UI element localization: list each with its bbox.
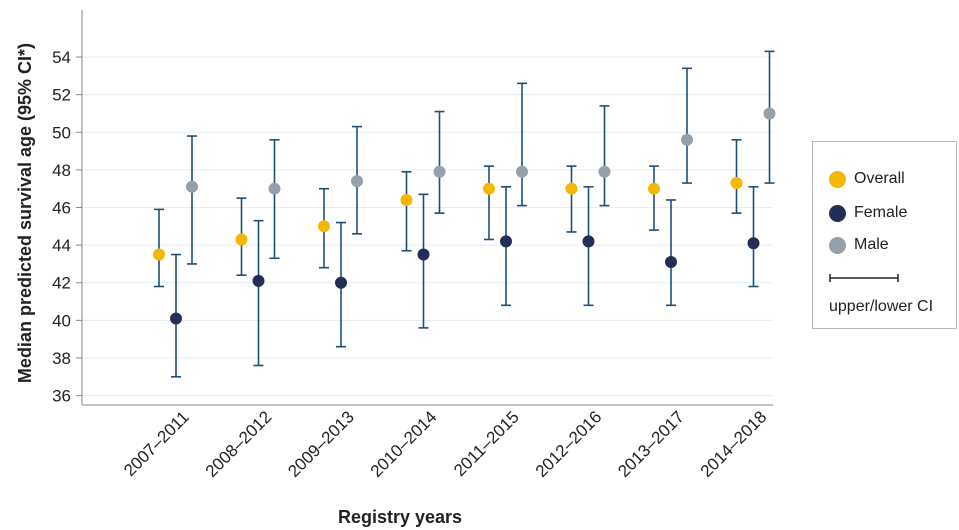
- y-tick-label: 52: [52, 86, 71, 105]
- legend-item-female: Female: [829, 203, 907, 223]
- y-tick-label: 48: [52, 161, 71, 180]
- point-female: [747, 237, 760, 250]
- point-overall: [483, 182, 495, 195]
- y-tick-label: 44: [52, 236, 71, 255]
- y-tick-label: 40: [52, 311, 71, 330]
- y-tick-label: 54: [52, 48, 71, 67]
- point-female: [500, 235, 512, 248]
- legend-ci-label: upper/lower CI: [829, 298, 934, 315]
- point-female: [335, 276, 347, 289]
- legend-label-male: Male: [854, 236, 889, 253]
- point-male: [433, 165, 446, 178]
- point-overall: [730, 177, 743, 190]
- legend: Overall Female Male upper/lower CI: [812, 141, 957, 329]
- legend-marker-female: [829, 204, 846, 222]
- point-male: [763, 107, 776, 120]
- legend-item-male: Male: [829, 235, 889, 255]
- error-bar-female: [748, 186, 759, 288]
- x-tick-label: 2011–2015: [450, 407, 523, 480]
- error-bar-female: [253, 219, 264, 367]
- error-bars: [154, 50, 775, 378]
- point-male: [516, 165, 528, 178]
- error-bar-female: [418, 193, 429, 329]
- y-axis-title: Median predicted survival age (95% CI*): [15, 43, 35, 383]
- point-male: [268, 182, 281, 195]
- x-tick-labels: 2007–2011 2008–2012 2009–2013 2010–2014 2011…: [120, 407, 770, 481]
- y-tick-labels: 36 38 40 42 44 46 48 50 52 54: [52, 48, 82, 406]
- error-bar-overall: [731, 138, 742, 214]
- legend-label-female: Female: [854, 204, 908, 221]
- point-overall: [235, 233, 248, 246]
- legend-item-overall: Overall: [829, 169, 905, 189]
- error-bar-overall: [484, 165, 494, 241]
- error-bar-male: [434, 110, 445, 214]
- x-tick-label: 2010–2014: [367, 407, 441, 481]
- point-female: [252, 274, 265, 287]
- legend-ci-marker: [829, 274, 899, 282]
- x-tick-label: 2014–2018: [697, 407, 771, 481]
- x-tick-label: 2012–2016: [532, 407, 606, 481]
- point-female: [170, 312, 182, 325]
- error-bar-male: [269, 138, 280, 260]
- point-female: [417, 248, 430, 261]
- point-overall: [318, 220, 330, 233]
- y-tick-label: 50: [52, 123, 71, 142]
- error-bar-overall: [649, 165, 659, 231]
- error-bar-male: [187, 135, 197, 265]
- point-male: [598, 165, 611, 178]
- point-overall: [565, 182, 578, 195]
- point-overall: [153, 248, 165, 261]
- x-tick-label: 2009–2013: [284, 407, 358, 481]
- y-tick-label: 42: [52, 274, 71, 293]
- point-male: [681, 133, 693, 146]
- legend-label-overall: Overall: [854, 170, 905, 187]
- gridlines: [82, 56, 773, 397]
- x-tick-label: 2008–2012: [202, 407, 276, 481]
- y-tick-label: 46: [52, 199, 71, 218]
- error-bar-male: [599, 105, 610, 207]
- y-tick-label: 38: [52, 349, 71, 368]
- error-bar-overall: [154, 208, 164, 288]
- error-bar-female: [666, 199, 676, 307]
- error-bar-male: [517, 82, 527, 207]
- error-bar-overall: [566, 165, 577, 233]
- point-overall: [400, 193, 413, 206]
- y-tick-label: 36: [52, 387, 71, 406]
- point-female: [582, 235, 595, 248]
- legend-marker-male: [829, 236, 846, 254]
- x-tick-label: 2007–2011: [120, 407, 193, 480]
- point-male: [351, 175, 363, 188]
- data-points: [153, 107, 776, 325]
- x-axis-title: Registry years: [338, 507, 462, 527]
- point-overall: [648, 182, 660, 195]
- point-male: [186, 180, 198, 193]
- x-tick-label: 2013–2017: [614, 407, 688, 481]
- legend-marker-overall: [829, 170, 846, 188]
- point-female: [665, 256, 677, 269]
- error-bar-male: [682, 67, 692, 184]
- error-bar-overall: [401, 170, 412, 252]
